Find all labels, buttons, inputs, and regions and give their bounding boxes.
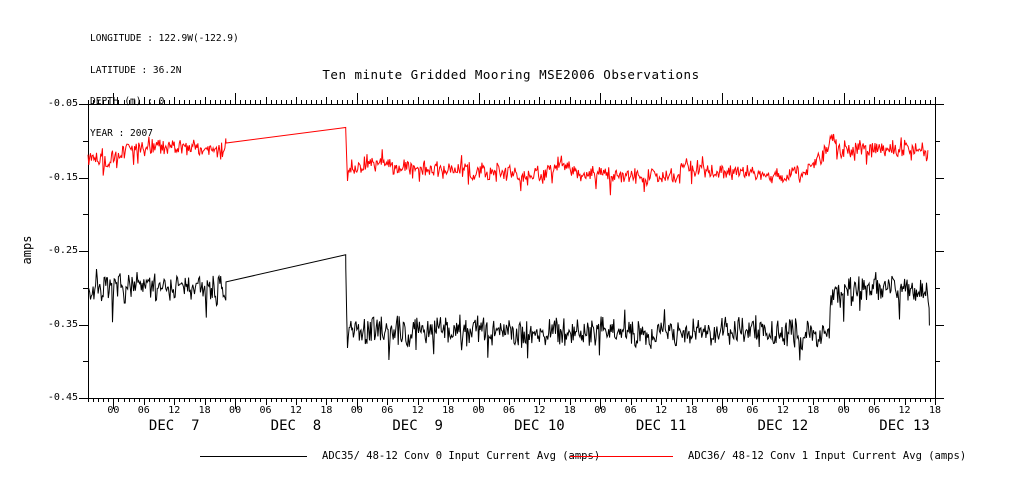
info-longitude: LONGITUDE : 122.9W(-122.9) <box>90 33 239 44</box>
series-line-0 <box>87 254 930 361</box>
x-day-label: DEC 7 <box>148 418 200 434</box>
legend-label-series-0: ADC35/ 48-12 Conv 0 Input Current Avg (a… <box>322 450 601 462</box>
info-year: YEAR : 2007 <box>90 127 153 139</box>
x-day-label: DEC 12 <box>757 418 809 434</box>
x-day-label: DEC 11 <box>635 418 687 434</box>
x-hour-label: 06 <box>502 405 515 416</box>
x-day-label: DEC 8 <box>270 418 322 434</box>
x-day-label: DEC 10 <box>514 418 565 434</box>
x-hour-label: 12 <box>289 405 302 416</box>
x-hour-label: 00 <box>837 405 850 416</box>
x-hour-label: 18 <box>563 405 576 416</box>
x-hour-label: 12 <box>168 405 181 416</box>
y-tick-label: -0.15 <box>47 171 78 183</box>
y-tick-label: -0.35 <box>47 318 78 330</box>
station-info-block: LONGITUDE : 122.9W(-122.9) LATITUDE : 36… <box>90 13 239 160</box>
legend-label-series-1: ADC36/ 48-12 Conv 1 Input Current Avg (a… <box>688 450 967 462</box>
x-hour-label: 00 <box>350 405 363 416</box>
info-depth: DEPTH (m) : 0 <box>90 96 165 107</box>
x-day-label: DEC 9 <box>392 418 443 434</box>
x-hour-label: 00 <box>107 405 120 416</box>
x-hour-label: 06 <box>137 405 150 416</box>
x-hour-label: 18 <box>807 405 820 416</box>
y-tick-label: -0.45 <box>47 392 78 403</box>
chart-title: Ten minute Gridded Mooring MSE2006 Obser… <box>322 67 700 82</box>
info-latitude: LATITUDE : 36.2N <box>90 64 182 76</box>
x-hour-label: 06 <box>868 405 881 416</box>
legend-line-series-0 <box>200 456 307 457</box>
x-hour-label: 12 <box>411 405 424 416</box>
x-hour-label: 06 <box>381 405 394 416</box>
x-hour-label: 18 <box>928 405 942 416</box>
x-hour-label: 00 <box>472 405 485 416</box>
x-hour-label: 06 <box>259 405 272 416</box>
x-hour-label: 06 <box>624 405 637 416</box>
x-day-label: DEC 13 <box>879 418 930 434</box>
x-hour-label: 12 <box>776 405 789 416</box>
series-line-1 <box>87 126 929 196</box>
x-hour-label: 18 <box>198 405 211 416</box>
y-tick-label: -0.05 <box>47 98 78 109</box>
x-hour-label: 00 <box>229 405 242 416</box>
x-hour-label: 18 <box>320 405 333 416</box>
x-hour-label: 06 <box>746 405 759 416</box>
x-hour-label: 12 <box>898 405 911 416</box>
x-hour-label: 12 <box>533 405 546 416</box>
legend-line-series-1 <box>570 456 673 457</box>
x-hour-label: 00 <box>594 405 607 416</box>
x-hour-label: 18 <box>442 405 455 416</box>
y-tick-label: -0.25 <box>47 245 78 256</box>
x-hour-label: 18 <box>685 405 698 416</box>
x-hour-label: 00 <box>715 405 728 416</box>
x-hour-label: 12 <box>655 405 668 416</box>
